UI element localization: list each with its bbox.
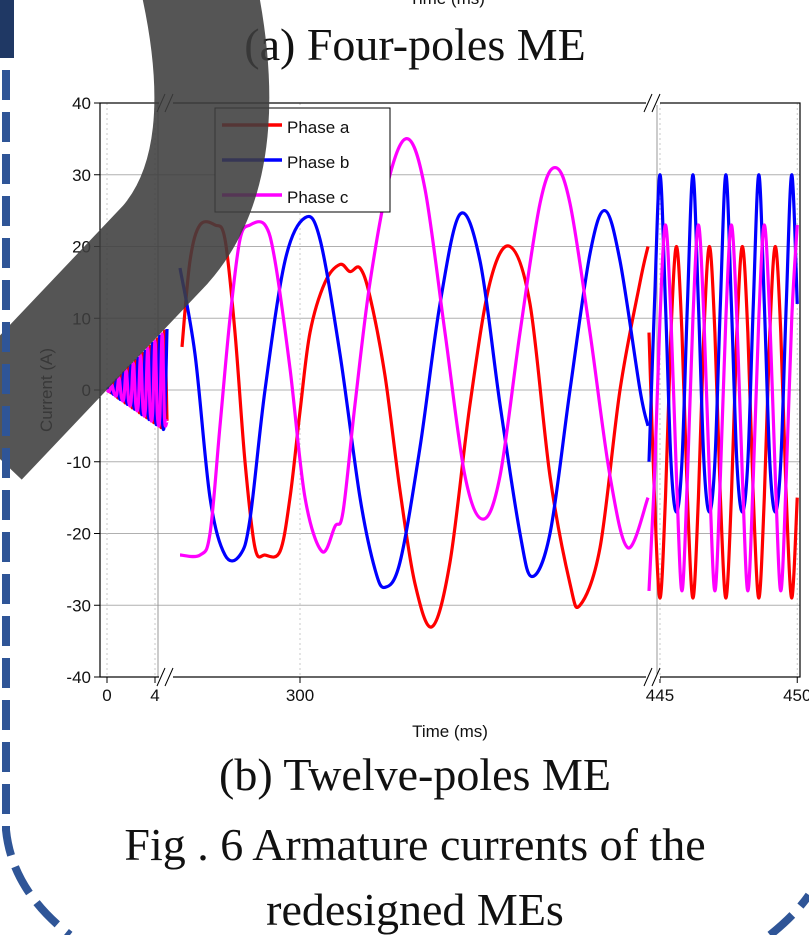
x-tick-label: 0: [102, 686, 111, 705]
x-tick-label: 445: [646, 686, 674, 705]
axis-break: [643, 667, 661, 687]
axis-break-gap: [646, 675, 660, 679]
caption-b: (b) Twelve-poles ME: [219, 749, 611, 800]
figure-caption: Fig . 6 Armature currents of the: [124, 819, 705, 870]
x-tick-label: 450: [783, 686, 809, 705]
series-line: [180, 220, 650, 629]
y-tick-label: 40: [72, 94, 91, 113]
y-tick-label: -30: [66, 596, 91, 615]
x-axis-label: Time (ms): [412, 722, 488, 741]
y-tick-label: 30: [72, 166, 91, 185]
axis-break: [643, 93, 661, 113]
series-line: [647, 173, 799, 514]
figure-caption: redesigned MEs: [266, 884, 564, 935]
axis-break: [156, 667, 174, 687]
caption-a: (a) Four-poles ME: [244, 19, 585, 70]
axis-break-gap: [646, 101, 660, 105]
y-tick-label: -20: [66, 525, 91, 544]
legend-label: Phase b: [287, 153, 349, 172]
series-line: [647, 223, 799, 593]
series-line: [105, 332, 169, 428]
series-line: [179, 137, 650, 559]
overlay-arrow: [0, 0, 270, 480]
x-tick-label: 4: [150, 686, 159, 705]
series-line: [178, 209, 650, 590]
axis-break-gap: [159, 675, 173, 679]
legend-label: Phase c: [287, 188, 349, 207]
series-line: [647, 244, 799, 600]
x-tick-label: 300: [286, 686, 314, 705]
cut-axis-label: Time (ms): [409, 0, 485, 8]
y-tick-label: -10: [66, 453, 91, 472]
legend-label: Phase a: [287, 118, 350, 137]
y-tick-label: -40: [66, 668, 91, 687]
